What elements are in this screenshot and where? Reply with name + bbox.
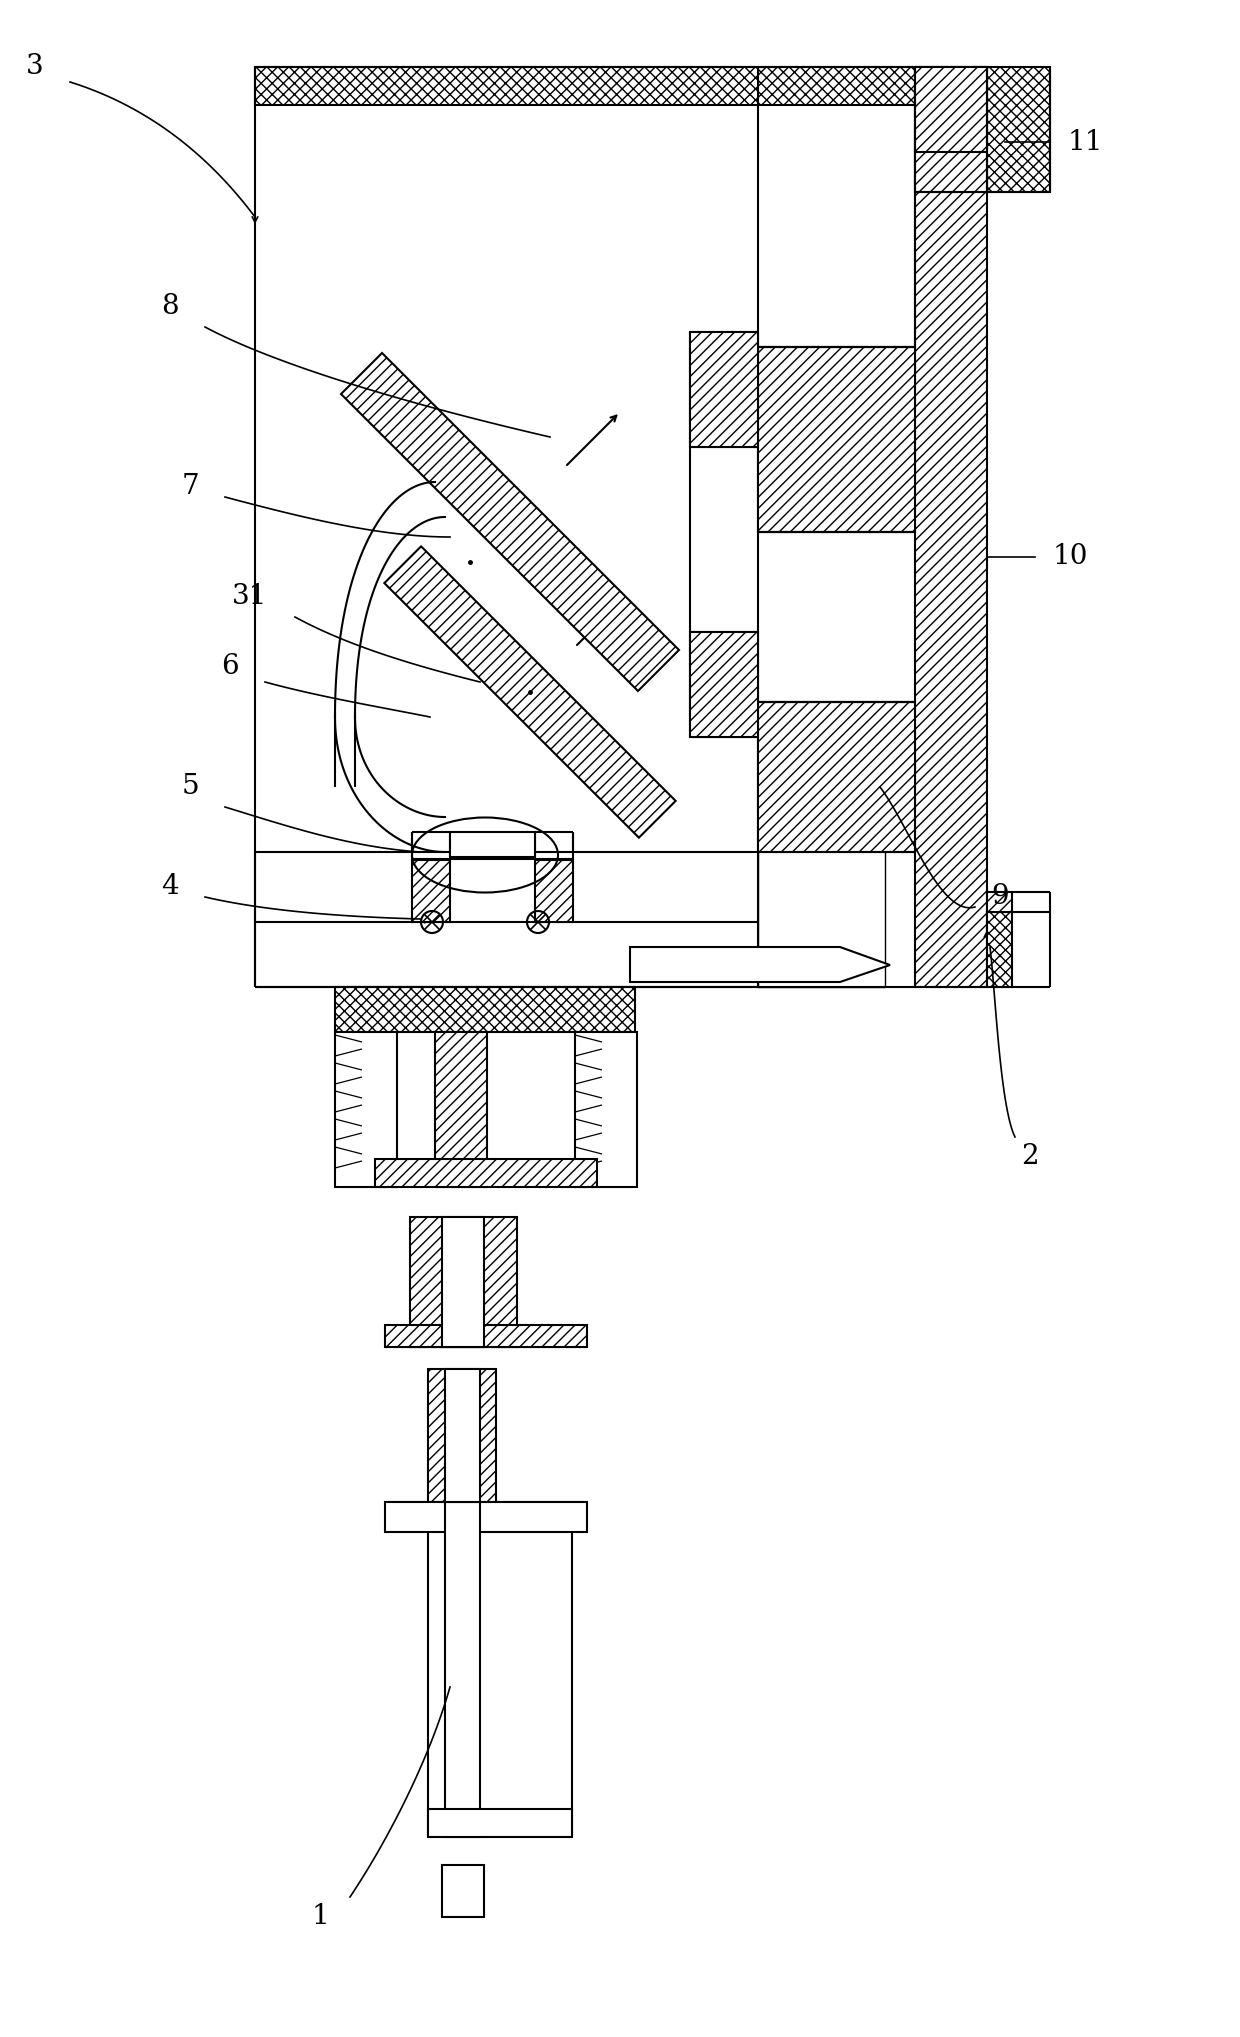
- Bar: [255, 67, 915, 106]
- Bar: [915, 67, 987, 988]
- Polygon shape: [384, 546, 676, 837]
- Bar: [758, 703, 915, 851]
- Text: 11: 11: [1068, 128, 1102, 155]
- Bar: [915, 67, 987, 191]
- Bar: [465, 1216, 517, 1346]
- Text: 9: 9: [991, 884, 1009, 911]
- Bar: [441, 1216, 484, 1346]
- Text: 8: 8: [161, 293, 179, 320]
- Text: 7: 7: [181, 473, 198, 501]
- Bar: [335, 1033, 397, 1188]
- Bar: [412, 860, 450, 923]
- Text: 2: 2: [1022, 1143, 1039, 1171]
- Polygon shape: [630, 947, 890, 982]
- Text: 10: 10: [1053, 544, 1087, 570]
- Bar: [758, 346, 915, 532]
- Bar: [435, 1033, 487, 1188]
- Text: 31: 31: [232, 583, 268, 611]
- Bar: [384, 1324, 587, 1346]
- Bar: [335, 988, 635, 1033]
- Bar: [445, 1369, 480, 1501]
- Text: 5: 5: [181, 774, 198, 801]
- Bar: [428, 1809, 572, 1837]
- Bar: [384, 1501, 587, 1532]
- Bar: [445, 1501, 480, 1837]
- Bar: [428, 1369, 496, 1501]
- Bar: [758, 703, 885, 988]
- Bar: [374, 1159, 596, 1188]
- Bar: [534, 860, 573, 923]
- Bar: [987, 913, 1012, 988]
- Text: 4: 4: [161, 874, 179, 900]
- Bar: [575, 1033, 637, 1188]
- Bar: [689, 631, 758, 737]
- Text: 6: 6: [221, 654, 239, 680]
- Bar: [987, 892, 1012, 913]
- Bar: [987, 67, 1050, 191]
- Bar: [450, 831, 534, 858]
- Polygon shape: [341, 352, 680, 691]
- Text: 1: 1: [311, 1903, 329, 1931]
- Bar: [441, 1866, 484, 1917]
- Bar: [689, 332, 758, 446]
- Text: 3: 3: [26, 53, 43, 81]
- Bar: [410, 1216, 463, 1346]
